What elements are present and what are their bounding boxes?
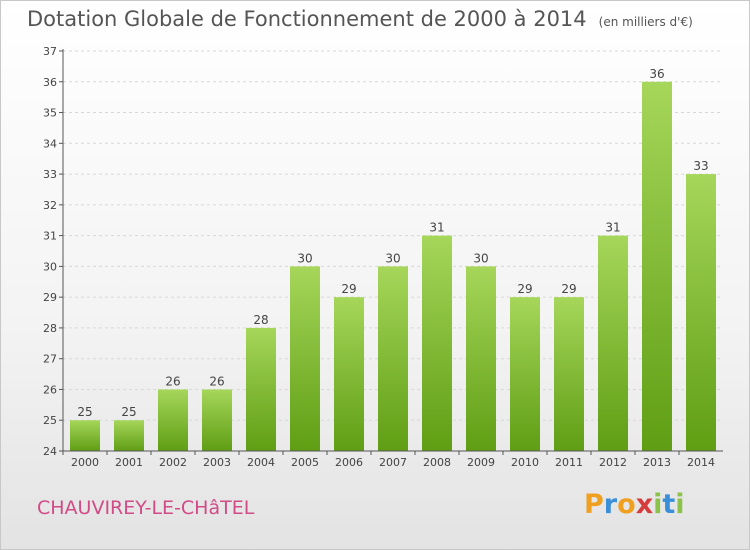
y-tick-label: 24	[43, 445, 57, 458]
y-tick-label: 26	[43, 383, 57, 396]
x-tick-label: 2004	[247, 456, 275, 469]
x-tick-label: 2013	[643, 456, 671, 469]
y-tick-label: 30	[43, 260, 57, 273]
x-tick-label: 2002	[159, 456, 187, 469]
data-label: 29	[561, 282, 576, 296]
y-tick-label: 25	[43, 414, 57, 427]
bar	[70, 420, 100, 451]
data-label: 25	[121, 405, 136, 419]
data-label: 29	[517, 282, 532, 296]
data-label: 30	[473, 251, 488, 265]
x-tick-label: 2011	[555, 456, 583, 469]
data-label: 28	[253, 313, 268, 327]
x-tick-label: 2012	[599, 456, 627, 469]
chart-subtitle: (en milliers d'€)	[598, 15, 693, 29]
x-tick-label: 2003	[203, 456, 231, 469]
logo-letter: i	[675, 489, 685, 520]
data-label: 26	[165, 374, 180, 388]
bar	[158, 389, 188, 451]
bar	[246, 327, 276, 451]
y-tick-label: 36	[43, 76, 57, 89]
bar	[686, 174, 716, 452]
logo-letter: r	[603, 489, 618, 520]
bar	[554, 297, 584, 451]
x-tick-label: 2006	[335, 456, 363, 469]
bar	[598, 235, 628, 451]
y-tick-label: 34	[43, 137, 57, 150]
data-label: 30	[385, 251, 400, 265]
chart-title: Dotation Globale de Fonctionnement de 20…	[27, 7, 693, 31]
bar	[466, 266, 496, 451]
logo-letter: t	[662, 489, 676, 520]
bar	[202, 389, 232, 451]
x-tick-label: 2009	[467, 456, 495, 469]
data-label: 29	[341, 282, 356, 296]
data-label: 30	[297, 251, 312, 265]
data-label: 31	[429, 221, 444, 235]
x-tick-label: 2007	[379, 456, 407, 469]
x-tick-label: 2000	[71, 456, 99, 469]
x-tick-label: 2005	[291, 456, 319, 469]
y-tick-label: 28	[43, 322, 57, 335]
bar	[642, 81, 672, 452]
logo-letter: P	[584, 489, 604, 520]
logo-letter: x	[635, 489, 654, 520]
y-tick-label: 37	[43, 45, 57, 58]
y-tick-label: 33	[43, 168, 57, 181]
y-tick-label: 35	[43, 107, 57, 120]
bar	[114, 420, 144, 451]
proxiti-logo: Proxiti	[584, 489, 685, 520]
logo-letter: i	[653, 489, 663, 520]
bar	[422, 235, 452, 451]
data-label: 26	[209, 374, 224, 388]
bar	[334, 297, 364, 451]
data-label: 36	[649, 67, 664, 81]
x-tick-label: 2014	[687, 456, 715, 469]
bar	[378, 266, 408, 451]
bar	[510, 297, 540, 451]
y-tick-label: 29	[43, 291, 57, 304]
data-label: 25	[77, 405, 92, 419]
y-tick-label: 31	[43, 230, 57, 243]
x-tick-label: 2008	[423, 456, 451, 469]
logo-letter: o	[617, 489, 636, 520]
y-tick-label: 27	[43, 353, 57, 366]
bar	[290, 266, 320, 451]
data-label: 31	[605, 221, 620, 235]
y-tick-label: 32	[43, 199, 57, 212]
x-tick-label: 2001	[115, 456, 143, 469]
commune-name: CHAUVIREY-LE-CHâTEL	[37, 497, 255, 519]
x-tick-label: 2010	[511, 456, 539, 469]
data-label: 33	[693, 159, 708, 173]
